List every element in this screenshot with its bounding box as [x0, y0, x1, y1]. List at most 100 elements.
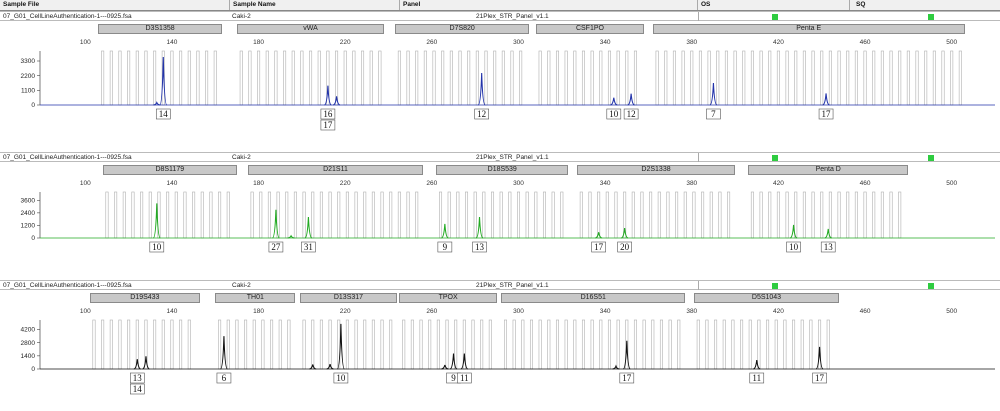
- allele-bin: [640, 191, 644, 239]
- allele-bin: [302, 191, 306, 239]
- sample-info-row[interactable]: 07_G01_CellLineAuthentication-1---0925.f…: [0, 11, 1000, 21]
- locus-marker[interactable]: D21S11: [247, 165, 424, 175]
- electropherogram-plot[interactable]: 100 140 180 220 260 300 340 380 420 460 5003600240…: [0, 177, 1000, 279]
- allele-bin: [950, 50, 954, 106]
- electropherogram-plot[interactable]: 100 140 180 220 260 300 340 380 420 460 5004200280…: [0, 305, 1000, 411]
- locus-marker[interactable]: D8S1179: [102, 165, 237, 175]
- locus-marker[interactable]: D3S1358: [98, 24, 222, 34]
- y-tick-label: 3300: [21, 58, 36, 65]
- locus-marker[interactable]: D7S820: [395, 24, 530, 34]
- column-header-sq[interactable]: SQ: [856, 1, 866, 8]
- column-header-os[interactable]: OS: [698, 0, 850, 10]
- peak: [441, 223, 449, 239]
- sq-quality-flag-icon: [928, 14, 934, 20]
- allele-bin: [573, 319, 577, 370]
- allele-bin: [144, 50, 148, 106]
- sq-quality-flag-icon: [928, 283, 934, 289]
- allele-bin: [337, 191, 341, 239]
- allele-bin: [484, 50, 488, 106]
- y-tick-label: 2400: [21, 210, 36, 217]
- y-tick-label: 1200: [21, 223, 36, 230]
- locus-marker[interactable]: Penta D: [748, 165, 909, 175]
- locus-marker[interactable]: D2S1338: [576, 165, 736, 175]
- allele-bin: [599, 50, 603, 106]
- allele-bin: [898, 191, 902, 239]
- column-header-panel[interactable]: Panel: [400, 0, 698, 10]
- peak: [324, 85, 332, 106]
- column-divider: [698, 153, 699, 162]
- allele-bin: [768, 50, 772, 106]
- locus-marker[interactable]: TPOX: [399, 293, 497, 303]
- sample-info-row[interactable]: 07_G01_CellLineAuthentication-1---0925.f…: [0, 152, 1000, 162]
- peak: [753, 360, 761, 370]
- electropherogram-plot[interactable]: 100 140 180 220 260 300 340 380 420 460 5003300220…: [0, 36, 1000, 151]
- allele-bin: [261, 319, 265, 370]
- locus-marker[interactable]: vWA: [236, 24, 385, 34]
- allele-bin: [768, 191, 772, 239]
- x-tick-label: 420: [773, 180, 784, 187]
- allele-call-box: [437, 241, 453, 253]
- peak: [219, 336, 228, 370]
- allele-bin: [759, 191, 763, 239]
- allele-bin: [785, 191, 789, 239]
- allele-bin: [109, 50, 113, 106]
- allele-bin: [300, 50, 304, 106]
- allele-bin: [248, 50, 252, 106]
- allele-bin: [423, 50, 427, 106]
- sample-panel: 07_G01_CellLineAuthentication-1---0925.f…: [0, 280, 1000, 411]
- allele-bin: [345, 191, 349, 239]
- allele-bin: [270, 319, 274, 370]
- allele-bin: [599, 319, 603, 370]
- allele-bin: [512, 319, 516, 370]
- allele-bin: [564, 319, 568, 370]
- allele-bin: [454, 319, 458, 370]
- sample-file-name: 07_G01_CellLineAuthentication-1---0925.f…: [3, 154, 132, 161]
- allele-bin: [467, 50, 471, 106]
- allele-bin: [309, 50, 313, 106]
- allele-bin: [439, 191, 443, 239]
- peak: [822, 93, 830, 106]
- column-header-sample-file[interactable]: Sample File: [0, 0, 230, 10]
- allele-call-box: [786, 241, 801, 253]
- locus-marker[interactable]: D13S317: [299, 293, 398, 303]
- allele-bin: [547, 319, 551, 370]
- locus-marker[interactable]: CSF1PO: [535, 24, 645, 34]
- allele-bin: [560, 191, 564, 239]
- allele-bin: [675, 191, 679, 239]
- y-tick-label: 0: [31, 102, 35, 109]
- allele-bin: [696, 319, 700, 370]
- allele-bin: [625, 50, 629, 106]
- allele-bin: [319, 191, 323, 239]
- peak: [287, 234, 295, 239]
- locus-marker[interactable]: D18S539: [436, 165, 569, 175]
- allele-bin: [534, 191, 538, 239]
- y-tick-label: 4200: [21, 327, 36, 334]
- allele-call-label: 17: [622, 373, 632, 383]
- allele-bin: [657, 191, 661, 239]
- column-header-sample-name[interactable]: Sample Name: [230, 0, 400, 10]
- locus-marker[interactable]: D19S433: [89, 293, 201, 303]
- y-tick-label: 0: [31, 235, 35, 242]
- allele-bin: [319, 319, 323, 370]
- allele-bin: [101, 50, 105, 106]
- peak: [709, 82, 718, 106]
- peak: [477, 72, 486, 106]
- x-tick-label: 340: [600, 308, 611, 315]
- allele-bin: [588, 191, 592, 239]
- allele-bin: [343, 50, 347, 106]
- peak: [612, 364, 620, 370]
- locus-marker[interactable]: D16S51: [501, 293, 686, 303]
- sample-name: Caki-2: [232, 13, 251, 20]
- allele-bin: [590, 50, 594, 106]
- allele-bin: [707, 50, 711, 106]
- allele-bin: [690, 50, 694, 106]
- locus-marker[interactable]: TH01: [215, 293, 296, 303]
- sample-info-row[interactable]: 07_G01_CellLineAuthentication-1---0925.f…: [0, 280, 1000, 290]
- locus-marker[interactable]: D5S1043: [693, 293, 840, 303]
- peak: [153, 101, 161, 106]
- allele-bin: [605, 191, 609, 239]
- allele-call-box: [617, 241, 632, 253]
- locus-marker[interactable]: Penta E: [652, 24, 965, 34]
- allele-bin: [607, 319, 611, 370]
- allele-bin: [898, 50, 902, 106]
